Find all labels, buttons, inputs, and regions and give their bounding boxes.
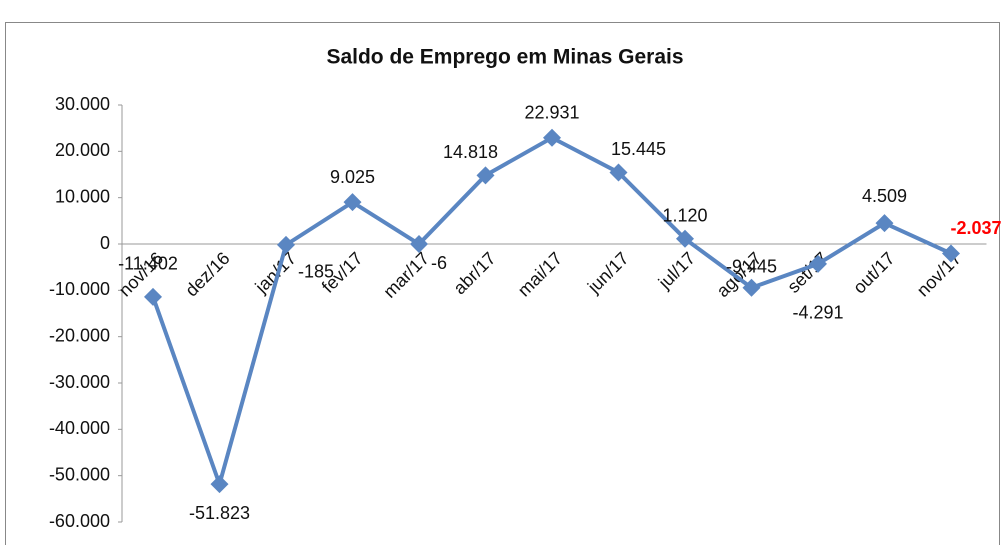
- data-label: 9.025: [330, 167, 375, 187]
- marker: [144, 287, 162, 306]
- y-tick-label: -60.000: [49, 511, 110, 531]
- marker: [476, 166, 495, 185]
- marker: [742, 278, 761, 297]
- marker: [942, 244, 960, 263]
- data-label: -51.823: [189, 503, 250, 523]
- y-tick-label: 20.000: [55, 140, 110, 160]
- marker: [343, 193, 362, 212]
- data-label: 4.509: [862, 186, 907, 206]
- data-label: 1.120: [662, 206, 707, 226]
- y-tick-label: 10.000: [55, 186, 110, 206]
- marker: [543, 128, 561, 147]
- marker: [410, 235, 428, 254]
- data-label: 15.445: [611, 139, 666, 159]
- y-tick-label: 30.000: [55, 94, 110, 114]
- data-label: 14.818: [443, 142, 498, 162]
- y-tick-label: -50.000: [49, 464, 110, 484]
- data-label: -4.291: [792, 303, 843, 323]
- y-tick-label: -30.000: [49, 372, 110, 392]
- chart-border: [5, 22, 1000, 545]
- marker: [210, 475, 229, 494]
- y-tick-label: -20.000: [49, 325, 110, 345]
- y-tick-label: -10.000: [49, 279, 110, 299]
- marker: [809, 254, 827, 273]
- marker: [875, 214, 894, 233]
- marker: [676, 229, 694, 248]
- data-label: -185: [298, 262, 334, 282]
- marker: [609, 163, 628, 182]
- data-label: 22.931: [524, 103, 579, 123]
- y-tick-label: -40.000: [49, 418, 110, 438]
- data-label: -6: [431, 253, 447, 273]
- y-tick-label: 0: [100, 233, 110, 253]
- data-label: -2.037: [950, 218, 1001, 238]
- marker: [277, 235, 295, 254]
- chart-title: Saldo de Emprego em Minas Gerais: [326, 46, 683, 69]
- data-label: -11.402: [118, 254, 178, 274]
- data-label: -9.445: [726, 257, 777, 277]
